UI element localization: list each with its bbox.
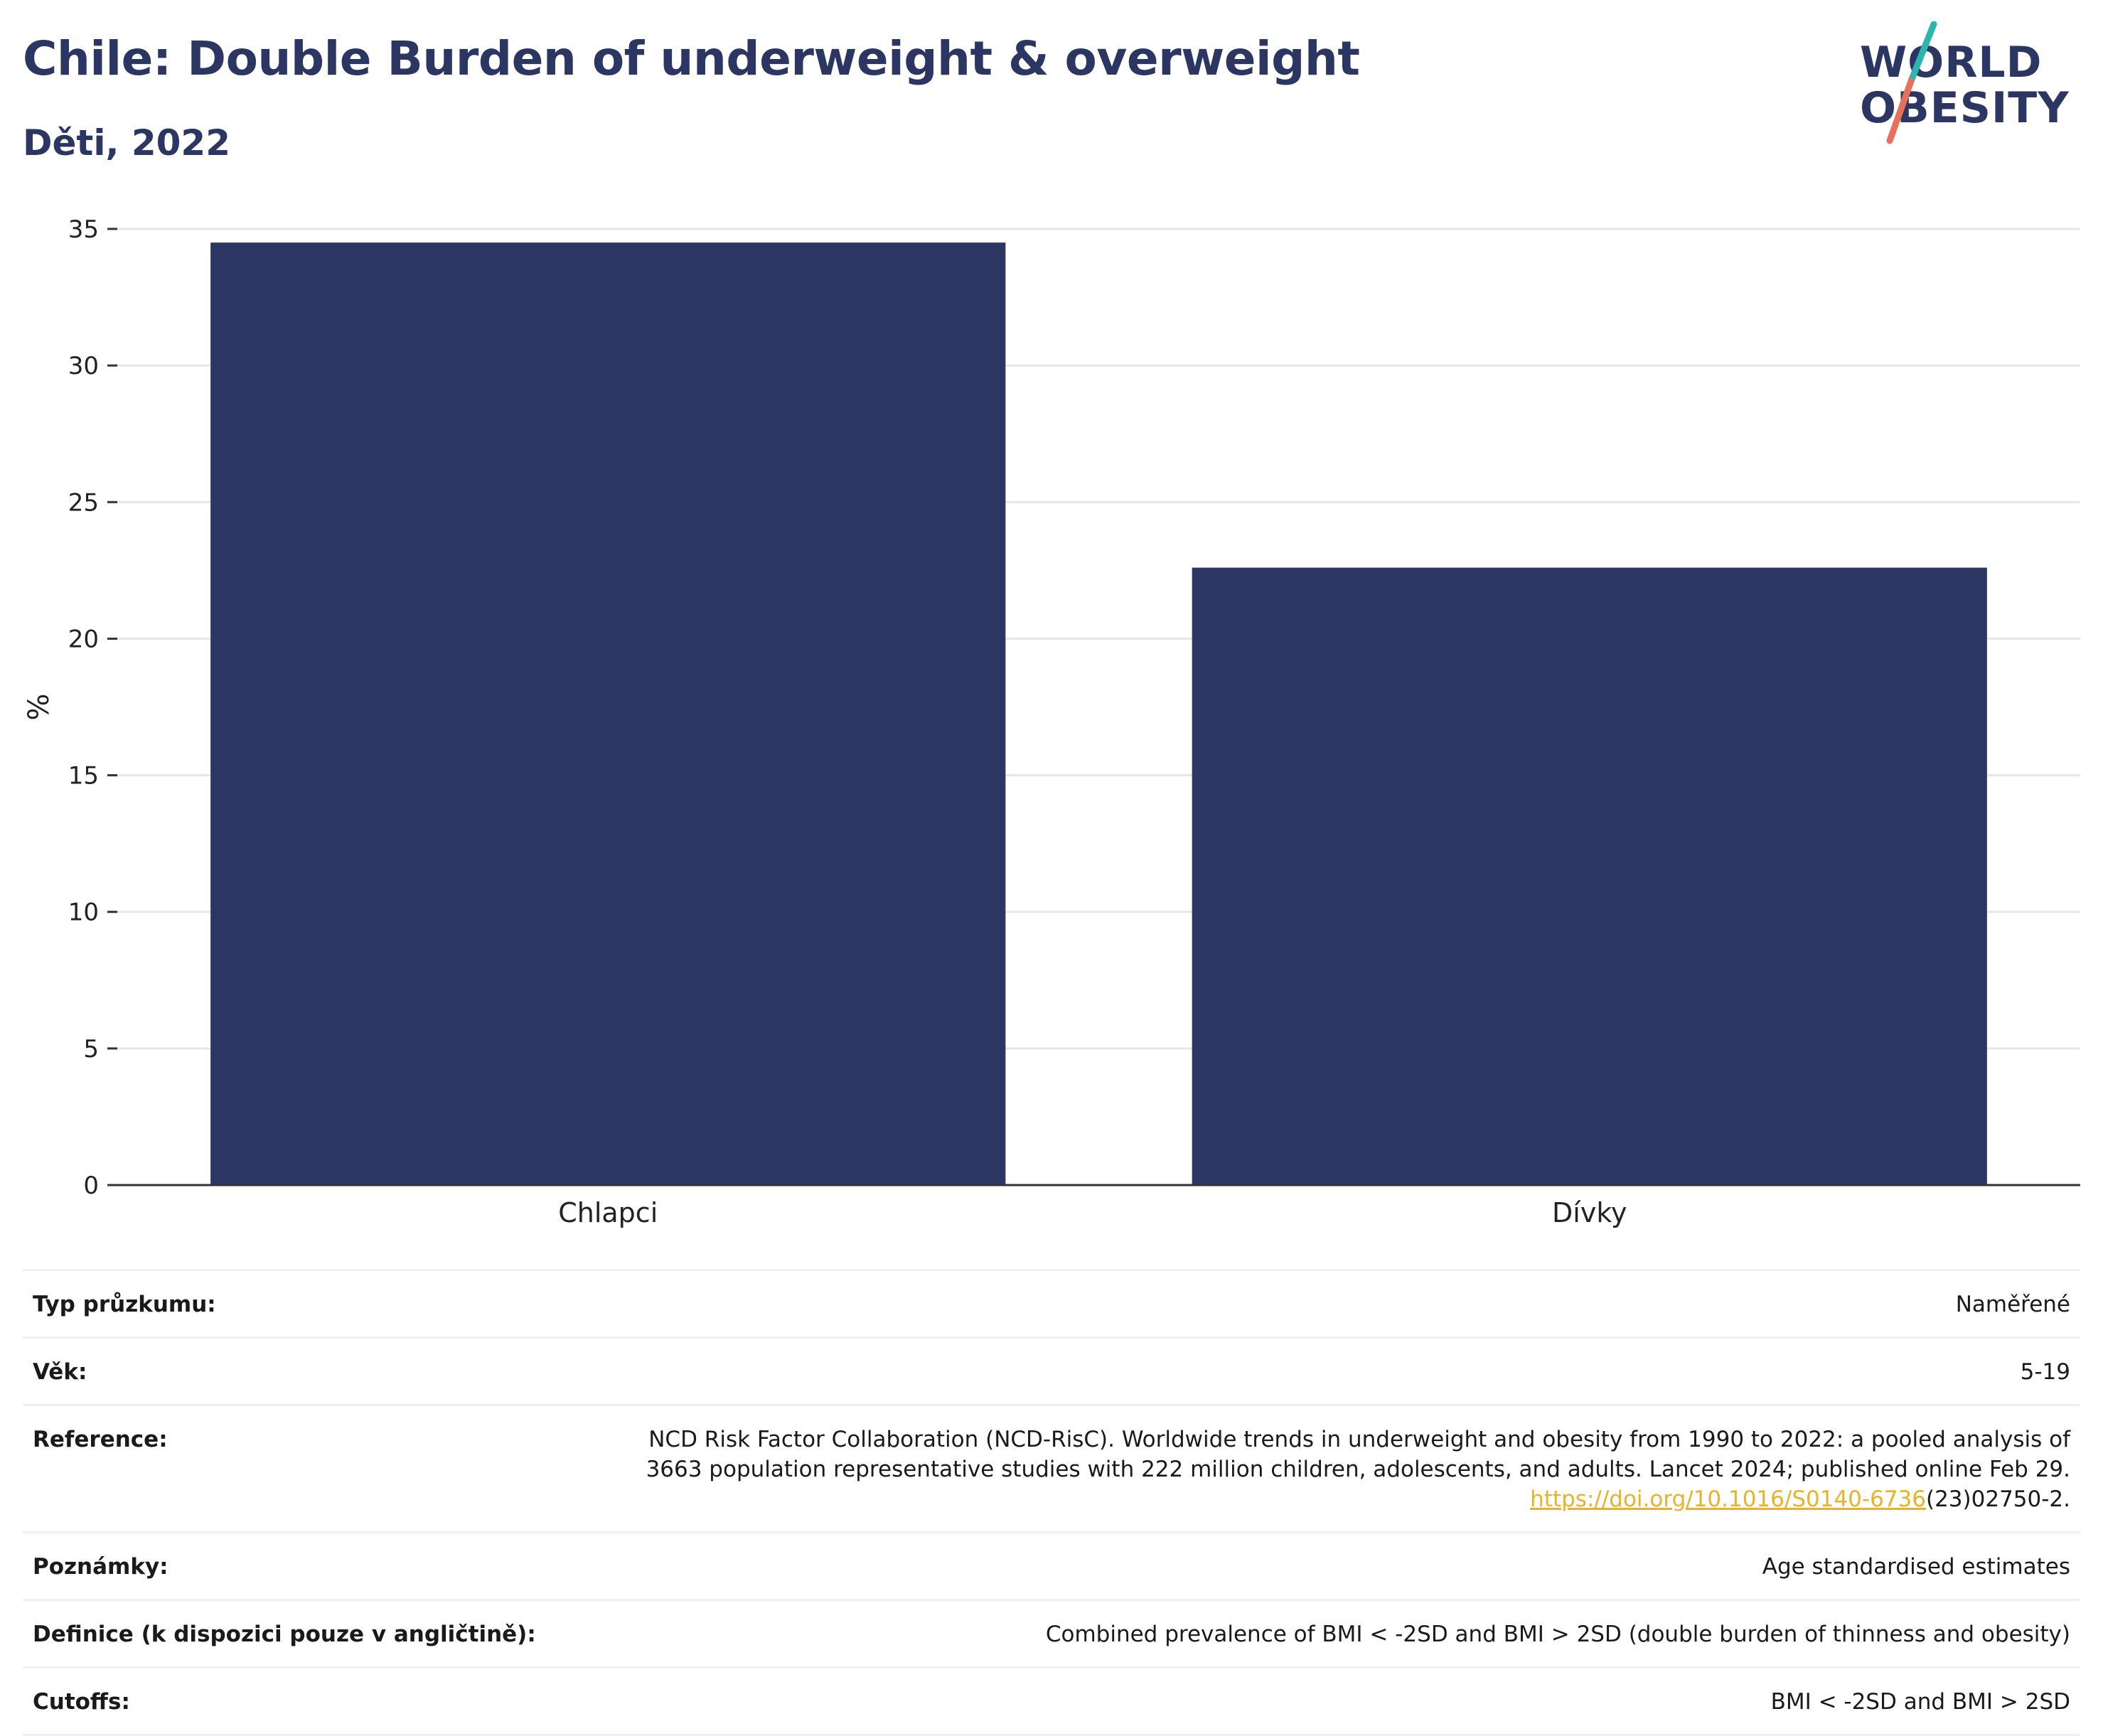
y-tick-label: 0 [83,1172,99,1200]
bar [1192,567,1987,1185]
y-tick-label: 35 [68,215,99,244]
x-tick-label: Chlapci [558,1197,658,1228]
info-key: Reference: [33,1427,168,1452]
reference-line-2: 3663 population representative studies w… [646,1457,2070,1482]
reference-doi-suffix: (23)02750-2. [1925,1486,2070,1512]
info-value: NCD Risk Factor Collaboration (NCD-RisC)… [646,1425,2070,1514]
bar-chart: 0 5 10 15 20 25 30 35 Chlapci Dívky% [23,215,2080,1228]
info-key: Věk: [33,1359,87,1385]
info-value: BMI < -2SD and BMI > 2SD [1770,1689,2070,1715]
x-tick-label: Dívky [1552,1197,1627,1228]
info-key: Typ průzkumu: [33,1292,216,1317]
info-row-notes: Poznámky: Age standardised estimates [23,1533,2080,1601]
info-row-survey-type: Typ průzkumu: Naměřené [23,1271,2080,1339]
info-table: Typ průzkumu: Naměřené Věk: 5-19 Referen… [23,1269,2080,1736]
info-key: Cutoffs: [33,1689,130,1715]
info-value: Combined prevalence of BMI < -2SD and BM… [1045,1622,2070,1647]
info-row-reference: Reference: NCD Risk Factor Collaboration… [23,1406,2080,1533]
info-value: 5-19 [2020,1359,2070,1385]
chart-subtitle: Děti, 2022 [23,122,231,164]
reference-doi-link[interactable]: https://doi.org/10.1016/S0140-6736 [1530,1486,1926,1512]
info-row-cutoffs: Cutoffs: BMI < -2SD and BMI > 2SD [23,1668,2080,1736]
reference-line-1: NCD Risk Factor Collaboration (NCD-RisC)… [648,1427,2070,1452]
bar [210,242,1006,1185]
info-key: Definice (k dispozici pouze v angličtině… [33,1622,536,1647]
y-tick-label: 15 [68,762,99,791]
y-tick-label: 5 [83,1035,99,1063]
logo-slash-icon [1886,21,1937,144]
info-row-age: Věk: 5-19 [23,1339,2080,1406]
info-value: Age standardised estimates [1762,1554,2070,1580]
y-tick-label: 10 [68,899,99,927]
y-tick-label: 20 [68,625,99,653]
chart-title: Chile: Double Burden of underweight & ov… [23,31,1360,86]
y-tick-label: 25 [68,488,99,517]
info-value: Naměřené [1955,1292,2070,1317]
y-axis-label: % [23,693,55,720]
info-row-definition: Definice (k dispozici pouze v angličtině… [23,1601,2080,1668]
y-tick-label: 30 [68,352,99,380]
info-key: Poznámky: [33,1554,168,1580]
logo-line-1: WORLD [1860,38,2043,87]
world-obesity-logo[interactable]: WORLD OBESITY [1848,21,2090,149]
